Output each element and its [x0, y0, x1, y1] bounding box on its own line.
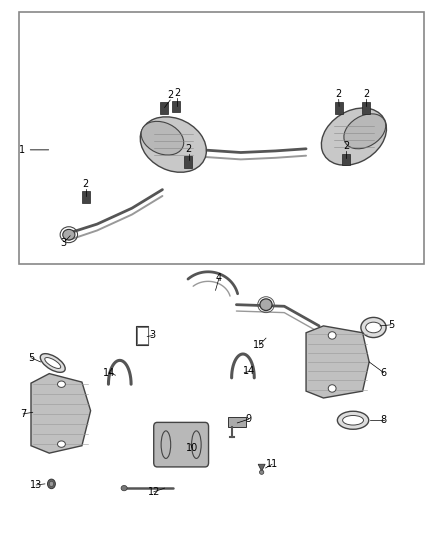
- Text: 2: 2: [83, 179, 89, 189]
- Text: 1: 1: [19, 145, 25, 155]
- Text: 3: 3: [150, 330, 156, 341]
- Bar: [19, 12, 424, 264]
- Ellipse shape: [343, 416, 364, 425]
- Text: 2: 2: [174, 87, 180, 98]
- Ellipse shape: [45, 358, 61, 368]
- Ellipse shape: [140, 117, 206, 172]
- Ellipse shape: [366, 322, 381, 333]
- Text: 2: 2: [343, 141, 349, 151]
- Ellipse shape: [259, 470, 264, 474]
- Ellipse shape: [321, 108, 386, 165]
- Ellipse shape: [63, 229, 75, 240]
- Bar: [228, 417, 246, 426]
- Bar: [137, 327, 148, 344]
- Bar: [173, 101, 180, 112]
- Text: 12: 12: [148, 487, 160, 497]
- Text: 4: 4: [216, 273, 222, 283]
- Polygon shape: [258, 464, 265, 471]
- Text: 2: 2: [185, 144, 192, 154]
- Text: 13: 13: [30, 480, 42, 490]
- Text: 10: 10: [186, 443, 198, 453]
- Text: 6: 6: [381, 368, 387, 377]
- Ellipse shape: [337, 411, 369, 429]
- Text: 2: 2: [363, 89, 369, 99]
- Ellipse shape: [328, 332, 336, 339]
- Ellipse shape: [57, 381, 65, 387]
- Ellipse shape: [49, 481, 53, 487]
- Ellipse shape: [40, 354, 65, 373]
- Bar: [184, 156, 192, 168]
- FancyBboxPatch shape: [154, 422, 208, 467]
- Text: 11: 11: [266, 459, 278, 469]
- Ellipse shape: [260, 299, 272, 311]
- Ellipse shape: [121, 486, 127, 491]
- Text: 15: 15: [253, 340, 266, 350]
- Text: 9: 9: [246, 414, 252, 424]
- Bar: [136, 326, 148, 345]
- Text: 14: 14: [244, 367, 256, 376]
- Ellipse shape: [141, 122, 184, 155]
- Text: 14: 14: [103, 368, 116, 377]
- Polygon shape: [31, 374, 91, 453]
- Ellipse shape: [57, 441, 65, 447]
- Ellipse shape: [328, 385, 336, 392]
- Ellipse shape: [344, 114, 386, 149]
- Text: 2: 2: [167, 90, 173, 100]
- Polygon shape: [306, 326, 369, 398]
- Text: 5: 5: [388, 320, 394, 330]
- Bar: [362, 102, 370, 114]
- Ellipse shape: [361, 317, 386, 337]
- Text: 2: 2: [336, 89, 342, 99]
- Bar: [160, 102, 168, 114]
- Text: 8: 8: [381, 415, 387, 425]
- Text: 3: 3: [60, 238, 67, 248]
- Text: 5: 5: [28, 353, 34, 362]
- Bar: [342, 154, 350, 165]
- Ellipse shape: [47, 479, 55, 489]
- Bar: [335, 102, 343, 114]
- Text: 7: 7: [20, 409, 26, 419]
- Bar: [82, 191, 90, 203]
